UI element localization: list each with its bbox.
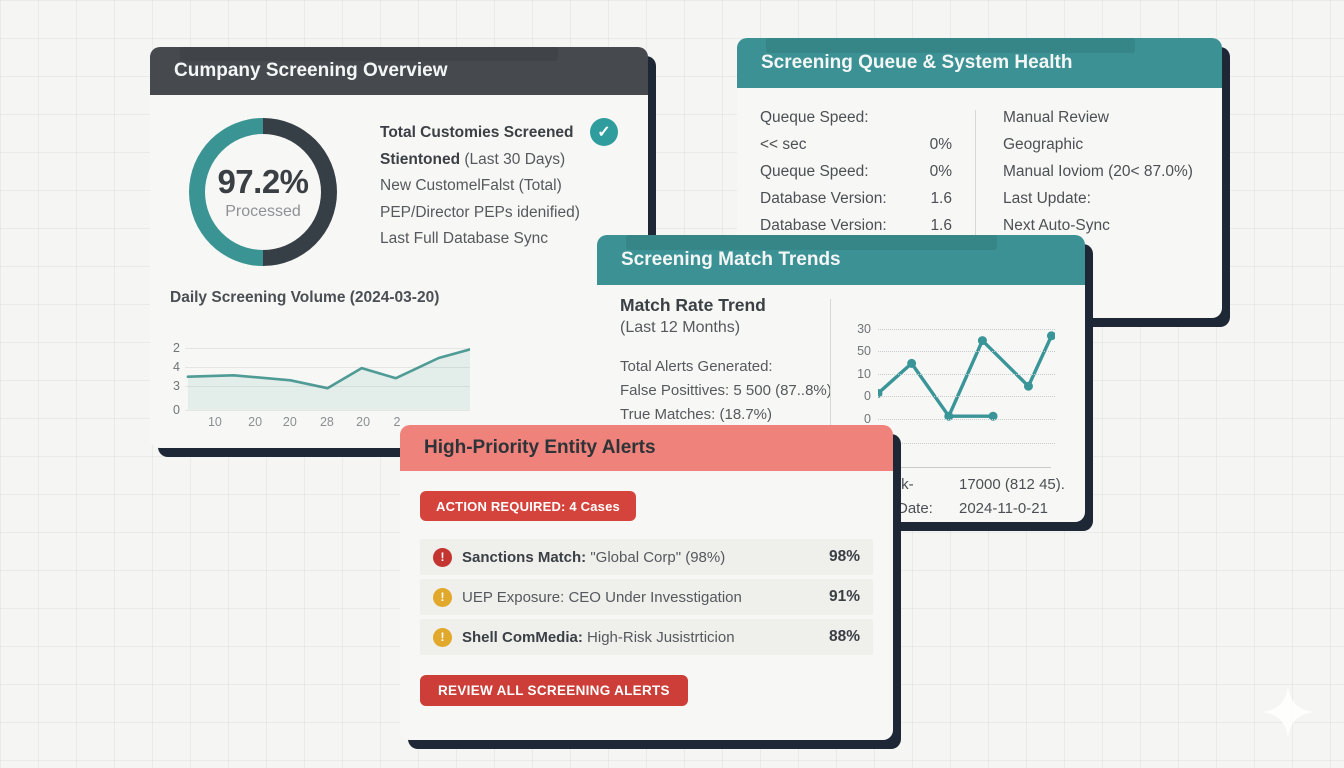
trend-stat-line: True Matches: (18.7%) bbox=[620, 406, 772, 423]
queue-health-card-header: Screening Queue & System Health bbox=[737, 38, 1222, 88]
daily-volume-x-axis: 10 20 20 28 20 2 bbox=[207, 415, 401, 429]
trend-stat-line: Total Alerts Generated: bbox=[620, 358, 773, 375]
alert-score: 98% bbox=[828, 548, 860, 565]
trends-footer-row: Date: 2024-11-0-21 bbox=[897, 500, 1048, 517]
trend-chart-line bbox=[878, 331, 1055, 421]
match-rate-trend-subheading: (Last 12 Months) bbox=[620, 319, 741, 336]
trend-stat-line: False Posittives: 5 500 (87..8%) bbox=[620, 382, 832, 399]
queue-row: Last Update: bbox=[1003, 190, 1091, 207]
donut-center: 97.2% Processed bbox=[205, 134, 321, 250]
daily-volume-chart bbox=[185, 340, 470, 412]
stat-line: Stientoned (Last 30 Days) bbox=[380, 150, 566, 168]
critical-alert-icon: ! bbox=[433, 547, 452, 567]
processed-donut-chart: 97.2% Processed bbox=[189, 118, 337, 266]
stat-line: New CustomelFalst (Total) bbox=[380, 177, 562, 194]
queue-health-card-title: Screening Queue & System Health bbox=[761, 52, 1073, 73]
review-all-alerts-button[interactable]: REVIEW ALL SCREENING ALERTS bbox=[420, 675, 688, 706]
trend-stats-list: Total Alerts Generated: False Posittives… bbox=[620, 355, 832, 427]
queue-row: Next Auto-Sync bbox=[1003, 217, 1110, 234]
overview-card: Cumpany Screening Overview 97.2% Process… bbox=[150, 47, 648, 448]
queue-row: Queque Speed: bbox=[760, 109, 869, 126]
stat-line: PEP/Director PEPs idenified) bbox=[380, 203, 580, 221]
daily-volume-gridlines bbox=[185, 340, 470, 412]
queue-row: Geographic bbox=[1003, 136, 1084, 153]
priority-alerts-card-header: High-Priority Entity Alerts bbox=[400, 425, 893, 471]
trends-footer-divider bbox=[893, 467, 1051, 468]
stat-line: Total Customies Screened bbox=[380, 124, 574, 141]
warning-alert-icon: ! bbox=[433, 587, 452, 607]
queue-row: << sec 0% bbox=[760, 136, 952, 153]
queue-row: Manual Review bbox=[1003, 109, 1109, 126]
priority-alerts-card-title: High-Priority Entity Alerts bbox=[424, 437, 656, 458]
queue-row: Queque Speed: 0% bbox=[760, 163, 952, 180]
donut-label: Processed bbox=[225, 203, 301, 220]
trends-footer: Ik- 17000 (812 45). Date: 2024-11-0-21 bbox=[897, 473, 1065, 521]
queue-left-column: Queque Speed: << sec 0% Queque Speed: 0% D… bbox=[737, 104, 1222, 239]
match-trends-card-header: Screening Match Trends bbox=[597, 235, 1085, 285]
warning-alert-icon: ! bbox=[433, 627, 452, 647]
queue-row: Database Version: 1.6 bbox=[760, 190, 952, 207]
trend-line-chart bbox=[878, 325, 1055, 445]
alert-score: 88% bbox=[828, 628, 860, 645]
match-rate-trend-heading: Match Rate Trend bbox=[620, 295, 766, 315]
overview-stats-list: Total Customies Screened Stientoned (Las… bbox=[380, 120, 605, 253]
donut-value: 97.2% bbox=[217, 163, 309, 200]
alert-text: UEP Exposure: CEO Under Invesstigation bbox=[462, 588, 742, 606]
queue-column-divider bbox=[975, 110, 976, 280]
check-circle-icon: ✓ bbox=[590, 118, 618, 146]
overview-card-title: Cumpany Screening Overview bbox=[174, 60, 448, 81]
queue-row: Manual Ioviom (20< 87.0%) bbox=[1003, 163, 1193, 180]
alert-text: Sanctions Match: "Global Corp" (98%) bbox=[462, 548, 726, 566]
trends-footer-row: Ik- 17000 (812 45). bbox=[897, 476, 1065, 493]
trend-chart-y-axis: 30 50 10 0 0 bbox=[857, 321, 871, 426]
alert-row-uep-exposure[interactable]: ! UEP Exposure: CEO Under Invesstigation… bbox=[420, 579, 873, 615]
queue-row: Database Version: 1.6 bbox=[760, 217, 952, 234]
alert-score: 91% bbox=[828, 588, 860, 605]
trends-column-divider bbox=[830, 299, 831, 447]
daily-volume-line bbox=[186, 348, 470, 410]
daily-volume-chart-title: Daily Screening Volume (2024-03-20) bbox=[170, 289, 440, 306]
alert-row-shell-media[interactable]: ! Shell ComMedia: High-Risk Jusistrticio… bbox=[420, 619, 873, 655]
match-trends-card-title: Screening Match Trends bbox=[621, 249, 841, 270]
action-required-badge[interactable]: ACTION REQUIRED: 4 Cases bbox=[420, 491, 636, 521]
overview-card-header: Cumpany Screening Overview bbox=[150, 47, 648, 95]
sparkle-icon bbox=[1262, 686, 1314, 738]
alert-row-sanctions[interactable]: ! Sanctions Match: "Global Corp" (98%) 9… bbox=[420, 539, 873, 575]
queue-right-column: Manual Review Geographic Manual Ioviom (… bbox=[1003, 104, 1193, 239]
priority-alerts-card: High-Priority Entity Alerts ACTION REQUI… bbox=[400, 425, 893, 740]
stat-line: Last Full Database Sync bbox=[380, 230, 549, 247]
alert-text: Shell ComMedia: High-Risk Jusistrticion bbox=[462, 628, 735, 646]
